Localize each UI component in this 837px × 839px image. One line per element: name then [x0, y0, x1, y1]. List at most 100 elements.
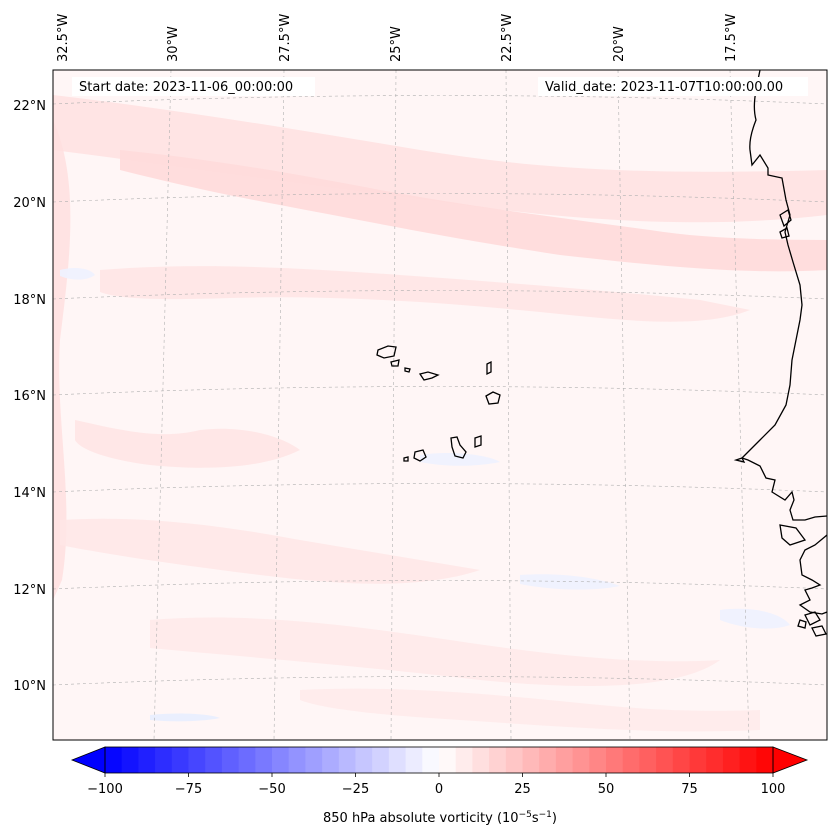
africa-coastline — [740, 70, 827, 521]
lat-label-14n: 14°N — [13, 486, 46, 501]
colorbar-label: 850 hPa absolute vorticity (10−5s−1) — [323, 810, 557, 826]
lon-label-32-5w: 32.5°W — [56, 14, 71, 62]
negative-vorticity-patch-4 — [420, 452, 500, 466]
colorbar-segment — [405, 747, 423, 773]
colorbar-segment — [572, 747, 590, 773]
colorbar-segment — [188, 747, 206, 773]
colorbar-segment — [522, 747, 540, 773]
colorbar-tick-label: 50 — [598, 782, 615, 797]
vorticity-streak-west — [75, 420, 300, 468]
colorbar-segment — [489, 747, 507, 773]
gambia-coast — [779, 524, 807, 546]
negative-vorticity-patch-5 — [60, 267, 95, 280]
colorbar-segment — [555, 747, 574, 773]
vorticity-streak-south-1 — [60, 518, 480, 584]
colorbar-segment — [505, 747, 524, 773]
start-date-box — [72, 77, 315, 96]
colorbar-segment — [388, 747, 407, 773]
colorbar-segment — [221, 747, 240, 773]
colorbar-tick-label: 0 — [435, 782, 443, 797]
latitude-labels: 22°N 20°N 18°N 16°N 14°N 12°N 10°N — [13, 99, 46, 694]
colorbar-segment — [472, 747, 490, 773]
colorbar-segment — [121, 747, 139, 773]
colorbar-segment — [656, 747, 674, 773]
colorbar-tick-label: −25 — [342, 782, 369, 797]
colorbar-segment — [372, 747, 390, 773]
colorbar-segment — [238, 747, 256, 773]
colorbar-segment — [539, 747, 557, 773]
parallel-22n — [53, 95, 827, 105]
island-sao-vicente — [390, 359, 400, 367]
colorbar-segment — [756, 747, 774, 773]
colorbar-segment — [672, 747, 691, 773]
colorbar-label-end: ) — [552, 811, 557, 826]
colorbar-segment — [422, 747, 440, 773]
colorbar-ticks: −100 −75 −50 −25 0 25 50 75 100 — [87, 773, 785, 797]
parallel-12n — [53, 580, 827, 590]
colorbar-segment — [305, 747, 323, 773]
gridlines — [53, 70, 827, 740]
negative-vorticity-patch-2 — [520, 574, 620, 590]
longitude-labels: 32.5°W 30°W 27.5°W 25°W 22.5°W 20°W 17.5… — [56, 14, 739, 62]
banc-arguin-islets — [779, 208, 792, 239]
lon-label-17-5w: 17.5°W — [724, 14, 739, 62]
vorticity-band-north — [53, 95, 827, 223]
colorbar-tick-label: −100 — [87, 782, 123, 797]
lon-label-27-5w: 27.5°W — [278, 14, 293, 62]
parallel-18n — [53, 290, 827, 300]
lat-label-18n: 18°N — [13, 293, 46, 308]
colorbar-extend-min-arrow — [70, 746, 106, 774]
lat-label-20n: 20°N — [13, 196, 46, 211]
parallel-14n — [53, 483, 827, 493]
meridian-17-5w — [729, 70, 750, 740]
lat-label-16n: 16°N — [13, 389, 46, 404]
colorbar-segment — [355, 747, 373, 773]
vorticity-streak-south-2 — [150, 617, 720, 686]
map-frame — [52, 69, 828, 741]
colorbar-segment — [455, 747, 473, 773]
negative-vorticity-patch-3 — [720, 608, 790, 629]
island-brava — [403, 456, 409, 462]
coastlines — [733, 70, 827, 637]
parallel-10n — [53, 676, 827, 686]
colorbar-segment — [689, 747, 707, 773]
colorbar-segment — [739, 747, 757, 773]
colorbar-segment — [272, 747, 290, 773]
island-santiago — [450, 436, 467, 459]
island-sal — [486, 360, 492, 376]
lat-label-12n: 12°N — [13, 583, 46, 598]
vorticity-band-north-core — [120, 150, 827, 272]
lat-label-10n: 10°N — [13, 679, 46, 694]
island-fogo — [413, 449, 427, 462]
colorbar-label-mid: s — [532, 811, 539, 826]
colorbar-tick-label: −50 — [258, 782, 285, 797]
vorticity-band-mid — [100, 266, 750, 322]
island-santo-antao — [376, 345, 397, 359]
vorticity-patch-west — [53, 120, 71, 600]
colorbar-segment — [322, 747, 340, 773]
colorbar-tick-label: 75 — [681, 782, 698, 797]
meridian-20w — [617, 70, 631, 740]
lon-label-22-5w: 22.5°W — [500, 14, 515, 62]
colorbar-segments — [105, 747, 774, 773]
colorbar-segment — [288, 747, 306, 773]
colorbar-tick-label: −75 — [175, 782, 202, 797]
lon-label-30w: 30°W — [166, 26, 181, 62]
colorbar-segment — [639, 747, 657, 773]
colorbar-segment — [622, 747, 640, 773]
lon-label-25w: 25°W — [389, 26, 404, 62]
cape-verde-islands — [376, 345, 501, 462]
colorbar-segment — [255, 747, 273, 773]
colorbar-tick-label: 100 — [761, 782, 786, 797]
colorbar-segment — [105, 747, 123, 773]
vorticity-streak-south-3 — [300, 688, 760, 732]
meridian-32-5w — [53, 70, 54, 87]
island-santa-luzia — [404, 367, 411, 373]
lat-label-22n: 22°N — [13, 99, 46, 114]
colorbar-segment — [439, 747, 457, 773]
island-boa-vista — [485, 391, 501, 405]
colorbar-segment — [722, 747, 741, 773]
colorbar-extend-max-arrow — [772, 746, 809, 774]
negative-vorticity-patch-1 — [150, 713, 220, 722]
